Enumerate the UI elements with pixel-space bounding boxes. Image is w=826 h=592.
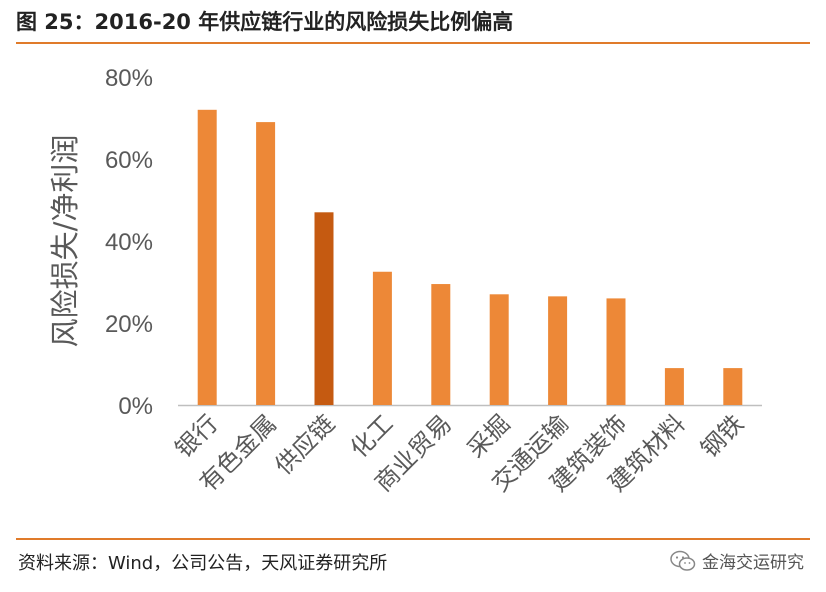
bar [664, 368, 684, 405]
source-note: 资料来源：Wind，公司公告，天风证券研究所 [18, 553, 388, 574]
bar [431, 284, 451, 405]
y-tick-label: 20% [105, 311, 153, 338]
x-tick-label: 供应链 [270, 409, 341, 480]
bar [197, 109, 217, 406]
bar [314, 212, 334, 405]
watermark: 金海交运研究 [670, 548, 804, 573]
x-tick-label: 钢铁 [695, 409, 749, 463]
y-tick-label: 40% [105, 229, 153, 256]
bar [372, 271, 392, 405]
bar [606, 298, 626, 405]
watermark-label: 金海交运研究 [702, 553, 804, 573]
wechat-icon [670, 550, 696, 571]
y-axis-label: 风险损失/净利润 [48, 135, 82, 348]
footer-divider [16, 538, 810, 540]
y-tick-label: 0% [118, 393, 153, 420]
bar [489, 294, 509, 405]
chart-title: 图 25：2016-20 年供应链行业的风险损失比例偏高 [16, 10, 514, 34]
bar [256, 122, 276, 405]
y-tick-label: 80% [105, 65, 153, 92]
y-tick-label: 60% [105, 147, 153, 174]
bar [548, 296, 568, 405]
title-divider [16, 42, 810, 44]
bar [723, 368, 743, 405]
